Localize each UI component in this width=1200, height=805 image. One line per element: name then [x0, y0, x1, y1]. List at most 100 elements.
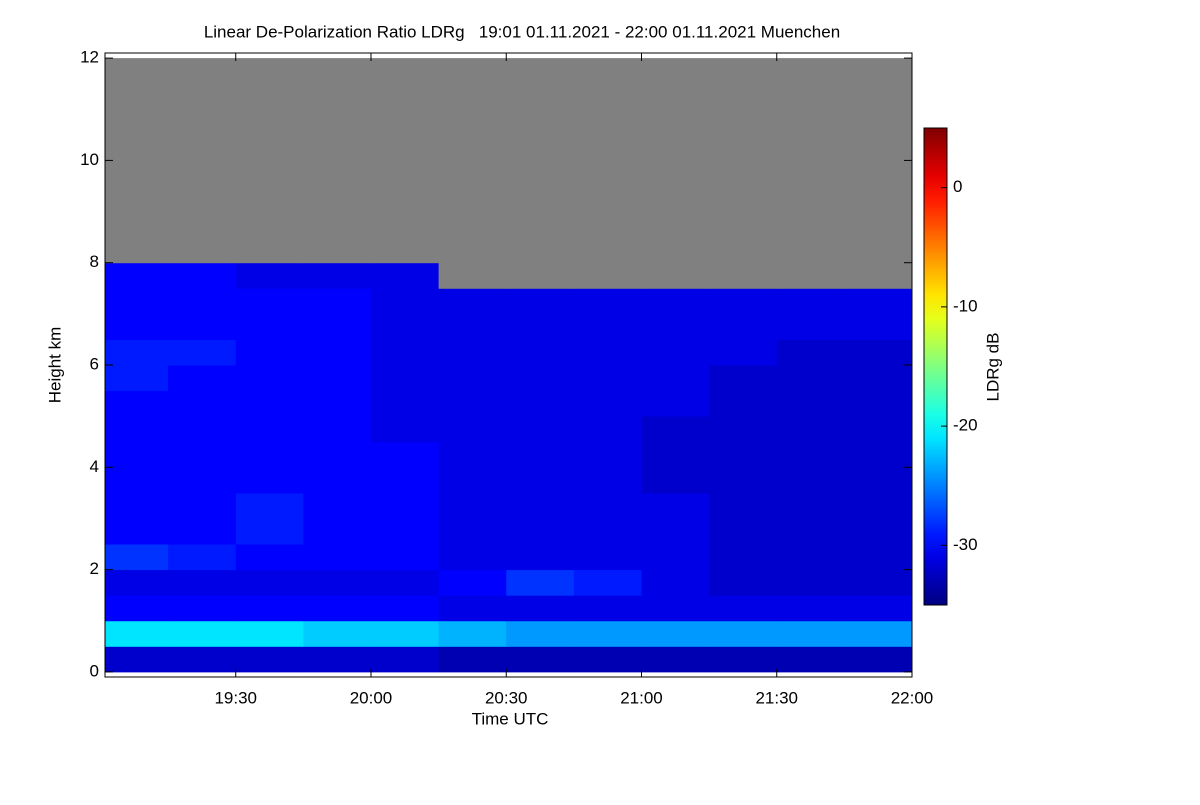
heatmap-cell [844, 646, 912, 673]
heatmap-cell [168, 211, 237, 238]
heatmap-cell [438, 109, 507, 136]
heatmap-cell [776, 313, 845, 340]
heatmap-cell [776, 365, 845, 392]
heatmap-cell [235, 262, 304, 289]
heatmap-cell [573, 416, 642, 443]
heatmap-cell [573, 288, 642, 315]
heatmap-cell [370, 518, 440, 545]
heatmap-cell [235, 416, 304, 443]
heatmap-cell [370, 185, 440, 213]
heatmap-cell [438, 441, 507, 468]
heatmap-cell [844, 620, 912, 647]
heatmap-cell [303, 160, 372, 187]
heatmap-cell [235, 288, 304, 315]
heatmap-cell [844, 365, 912, 392]
heatmap-cell [641, 83, 710, 110]
heatmap-cell [573, 441, 642, 468]
heatmap-cell [105, 58, 169, 85]
heatmap-cell [709, 339, 778, 366]
heatmap-cell [776, 211, 845, 238]
heatmap-cell [506, 595, 575, 622]
heatmap-cell [776, 518, 845, 545]
heatmap-cell [776, 569, 845, 596]
heatmap-cell [105, 595, 169, 622]
heatmap-cell [506, 211, 575, 238]
heatmap-cell [303, 492, 372, 519]
heatmap-cell [235, 620, 304, 647]
heatmap-cell [506, 288, 575, 315]
heatmap-cell [168, 390, 237, 417]
heatmap-cell [506, 339, 575, 366]
heatmap-cell [506, 185, 575, 213]
heatmap-cell [641, 646, 710, 673]
heatmap-cell [235, 134, 304, 161]
heatmap-cell [370, 569, 440, 596]
heatmap-cell [235, 646, 304, 673]
heatmap-cell [370, 441, 440, 468]
heatmap-cell [235, 83, 304, 110]
heatmap-cell [438, 467, 507, 494]
heatmap-cell [235, 492, 304, 519]
heatmap-cell [168, 109, 237, 136]
heatmap-cell [573, 646, 642, 673]
heatmap-cell [709, 467, 778, 494]
heatmap-cell [105, 185, 169, 213]
heatmap-cell [641, 441, 710, 468]
heatmap-cell [235, 185, 304, 213]
heatmap-cell [506, 58, 575, 85]
colorbar [923, 127, 948, 606]
heatmap-cell [105, 518, 169, 545]
heatmap-cell [709, 569, 778, 596]
heatmap-cell [641, 595, 710, 622]
y-tick-label: 6 [90, 354, 99, 373]
heatmap-cell [105, 83, 169, 110]
heatmap-cell [776, 58, 845, 85]
heatmap-cell [168, 237, 237, 264]
heatmap-cell [641, 620, 710, 647]
y-tick-label: 0 [90, 661, 99, 680]
heatmap-cell [573, 390, 642, 417]
heatmap-cell [370, 544, 440, 571]
heatmap-cell [573, 339, 642, 366]
heatmap-cell [168, 339, 237, 366]
y-tick-label: 12 [80, 48, 99, 67]
heatmap-cell [438, 390, 507, 417]
heatmap-cell [168, 518, 237, 545]
heatmap-cell [776, 620, 845, 647]
heatmap-cell [370, 416, 440, 443]
heatmap-cell [506, 416, 575, 443]
heatmap-cell [844, 160, 912, 187]
heatmap-cell [844, 185, 912, 213]
colorbar-tick-label: -20 [953, 416, 978, 435]
heatmap-cell [303, 620, 372, 647]
heatmap-cell [573, 313, 642, 340]
heatmap-cell [573, 185, 642, 213]
heatmap-cell [438, 185, 507, 213]
heatmap-cell [844, 416, 912, 443]
heatmap-cell [709, 211, 778, 238]
heatmap-cell [303, 646, 372, 673]
heatmap-cell [506, 160, 575, 187]
heatmap-cell [776, 288, 845, 315]
heatmap-cell [641, 390, 710, 417]
heatmap-cell [709, 83, 778, 110]
heatmap-cell [105, 365, 169, 392]
heatmap-cell [370, 288, 440, 315]
heatmap-cell [303, 518, 372, 545]
heatmap-cell [168, 569, 237, 596]
heatmap-cell [303, 58, 372, 85]
heatmap-cell [168, 288, 237, 315]
heatmap-cell [573, 237, 642, 264]
heatmap-cell [105, 390, 169, 417]
heatmap-cell [844, 134, 912, 161]
heatmap-cell [641, 185, 710, 213]
x-tick-label: 19:30 [214, 688, 257, 707]
heatmap-cell [303, 313, 372, 340]
heatmap-cell [438, 288, 507, 315]
heatmap-cell [168, 83, 237, 110]
heatmap-cell [370, 109, 440, 136]
heatmap-cell [168, 467, 237, 494]
heatmap-cell [438, 313, 507, 340]
heatmap-cell [641, 569, 710, 596]
heatmap-cell [506, 492, 575, 519]
